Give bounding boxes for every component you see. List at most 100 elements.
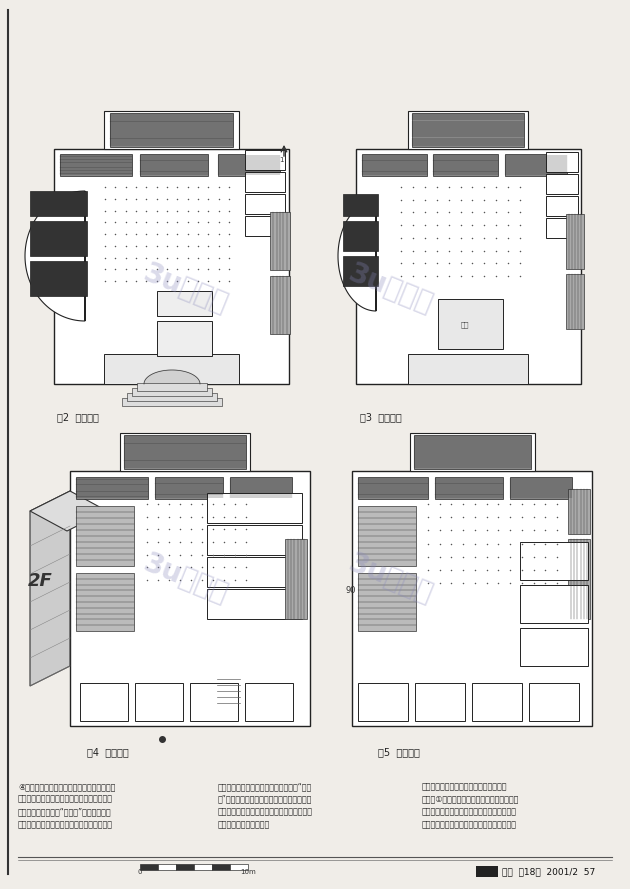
Bar bbox=[155, 477, 223, 499]
Point bbox=[420, 231, 430, 245]
Point bbox=[100, 238, 110, 252]
Point bbox=[467, 231, 478, 245]
Point bbox=[447, 497, 457, 511]
Bar bbox=[520, 585, 588, 623]
Bar bbox=[343, 194, 378, 216]
Bar bbox=[132, 388, 212, 396]
Point bbox=[420, 193, 430, 207]
Point bbox=[493, 497, 503, 511]
Point bbox=[447, 524, 457, 538]
Point bbox=[141, 192, 151, 206]
Point bbox=[219, 573, 229, 587]
Point bbox=[186, 535, 196, 549]
Point bbox=[503, 231, 513, 245]
Point bbox=[120, 274, 130, 288]
Point bbox=[541, 497, 551, 511]
Point bbox=[162, 180, 172, 194]
Text: 10m: 10m bbox=[240, 869, 256, 875]
Point bbox=[141, 274, 151, 288]
Point bbox=[197, 573, 207, 587]
Bar bbox=[520, 542, 588, 580]
Point bbox=[172, 251, 182, 265]
Bar bbox=[60, 154, 132, 176]
Bar bbox=[510, 477, 572, 499]
Point bbox=[110, 227, 120, 241]
Point bbox=[175, 535, 185, 549]
Point bbox=[224, 227, 234, 241]
Polygon shape bbox=[25, 191, 85, 321]
Text: 图5  四层平面: 图5 四层平面 bbox=[378, 747, 420, 757]
Point bbox=[164, 522, 174, 536]
Point bbox=[503, 244, 513, 258]
Point bbox=[224, 251, 234, 265]
Point bbox=[164, 497, 174, 511]
Point bbox=[142, 497, 152, 511]
Point bbox=[153, 560, 163, 574]
Point bbox=[120, 192, 130, 206]
Text: 90: 90 bbox=[345, 586, 355, 595]
Point bbox=[458, 536, 468, 550]
Point bbox=[208, 573, 218, 587]
Point bbox=[110, 274, 120, 288]
Bar bbox=[207, 493, 302, 523]
Point bbox=[552, 524, 562, 538]
Point bbox=[467, 268, 478, 283]
Bar bbox=[70, 471, 310, 726]
Point bbox=[479, 244, 490, 258]
Point bbox=[447, 536, 457, 550]
Point bbox=[493, 576, 503, 590]
Point bbox=[100, 215, 110, 229]
Text: 现代的图书馆不同于传统图书馆，主要体
现在：①理念的变化：以图书的流通量取代藏
书量来衡量图书馆的规模和等级，而能满足图
书最大流通量的有效措施就是开放书库。借: 现代的图书馆不同于传统图书馆，主要体 现在：①理念的变化：以图书的流通量取代藏 … bbox=[422, 782, 519, 829]
Point bbox=[110, 192, 120, 206]
Point bbox=[455, 256, 466, 270]
Bar bbox=[408, 354, 528, 384]
Point bbox=[172, 180, 182, 194]
Point bbox=[493, 524, 503, 538]
Point bbox=[503, 268, 513, 283]
Point bbox=[444, 218, 454, 232]
Bar bbox=[438, 299, 503, 349]
Point bbox=[455, 244, 466, 258]
Point bbox=[470, 549, 480, 564]
Point bbox=[503, 193, 513, 207]
Bar bbox=[76, 477, 148, 499]
Text: 3u程学院: 3u程学院 bbox=[139, 260, 231, 318]
Point bbox=[515, 193, 525, 207]
Point bbox=[110, 180, 120, 194]
Point bbox=[529, 576, 539, 590]
Bar bbox=[343, 256, 378, 286]
Point bbox=[515, 231, 525, 245]
Bar bbox=[140, 154, 208, 176]
Bar bbox=[207, 525, 302, 555]
Bar bbox=[218, 154, 280, 176]
Point bbox=[153, 509, 163, 524]
Bar bbox=[80, 683, 128, 721]
Bar bbox=[270, 212, 290, 270]
Bar bbox=[546, 152, 578, 172]
Point bbox=[120, 227, 130, 241]
Point bbox=[230, 509, 240, 524]
Point bbox=[432, 180, 442, 194]
Point bbox=[153, 522, 163, 536]
Bar bbox=[30, 191, 87, 216]
Point bbox=[435, 524, 445, 538]
Point bbox=[444, 205, 454, 220]
Point bbox=[467, 256, 478, 270]
Bar bbox=[104, 354, 239, 384]
Bar bbox=[194, 864, 212, 870]
Point bbox=[481, 497, 491, 511]
Point bbox=[183, 251, 193, 265]
Point bbox=[503, 218, 513, 232]
Point bbox=[183, 192, 193, 206]
Point bbox=[131, 180, 141, 194]
Point bbox=[183, 238, 193, 252]
Point bbox=[505, 563, 515, 577]
Point bbox=[420, 244, 430, 258]
Point bbox=[131, 192, 141, 206]
Bar bbox=[505, 154, 567, 176]
Point bbox=[552, 536, 562, 550]
Point bbox=[491, 268, 501, 283]
Bar bbox=[104, 111, 239, 149]
Point bbox=[515, 180, 525, 194]
Text: 3u程学院: 3u程学院 bbox=[343, 549, 437, 609]
